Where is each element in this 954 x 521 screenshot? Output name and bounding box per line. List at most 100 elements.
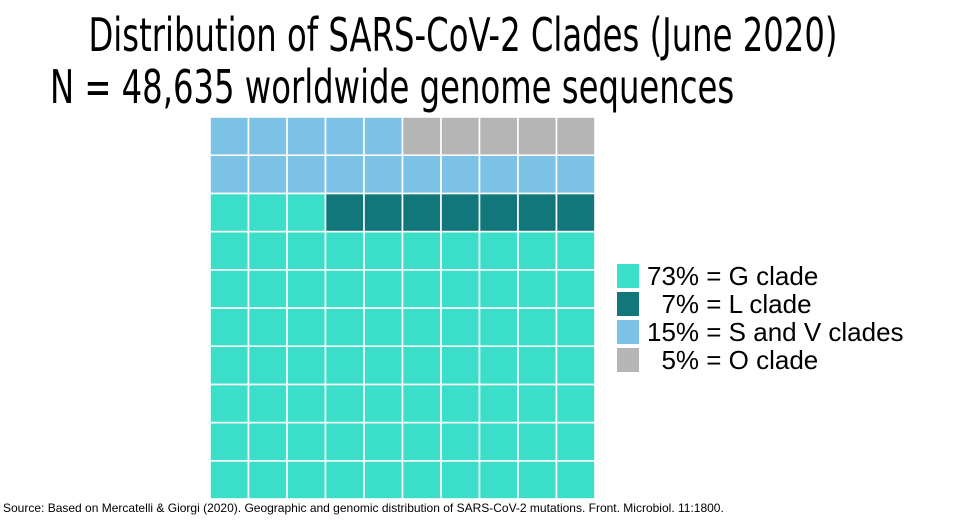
- waffle-cell: [324, 421, 365, 462]
- legend-swatch: [617, 292, 639, 316]
- waffle-cell: [401, 345, 442, 386]
- waffle-cell: [363, 459, 404, 500]
- waffle-cell: [517, 345, 558, 386]
- legend-label: 5% = O clade: [647, 345, 819, 375]
- waffle-cell: [363, 383, 404, 424]
- waffle-cell: [363, 421, 404, 462]
- legend-item: 7% = L clade: [617, 290, 904, 318]
- waffle-cell: [286, 307, 327, 348]
- legend-label: 7% = L clade: [647, 289, 812, 319]
- waffle-cell: [209, 459, 250, 500]
- waffle-cell: [209, 116, 250, 157]
- waffle-cell: [324, 230, 365, 271]
- waffle-cell: [363, 116, 404, 157]
- waffle-cell: [363, 307, 404, 348]
- waffle-cell: [286, 154, 327, 195]
- waffle-cell: [209, 345, 250, 386]
- waffle-cell: [401, 307, 442, 348]
- waffle-cell: [517, 421, 558, 462]
- waffle-cell: [440, 116, 481, 157]
- waffle-cell: [440, 154, 481, 195]
- legend: 73% = G clade 7% = L clade 15% = S and V …: [617, 262, 904, 374]
- waffle-cell: [517, 268, 558, 309]
- waffle-cell: [324, 268, 365, 309]
- waffle-cell: [555, 383, 596, 424]
- waffle-cell: [440, 268, 481, 309]
- waffle-cell: [324, 154, 365, 195]
- legend-label: 73% = G clade: [647, 261, 819, 291]
- waffle-cell: [209, 192, 250, 233]
- waffle-cell: [324, 307, 365, 348]
- waffle-cell: [440, 383, 481, 424]
- waffle-cell: [517, 307, 558, 348]
- waffle-cell: [440, 192, 481, 233]
- waffle-cell: [324, 116, 365, 157]
- waffle-cell: [517, 116, 558, 157]
- waffle-cell: [517, 230, 558, 271]
- waffle-cell: [555, 307, 596, 348]
- legend-item: 73% = G clade: [617, 262, 904, 290]
- waffle-cell: [401, 459, 442, 500]
- waffle-cell: [209, 421, 250, 462]
- waffle-cell: [363, 268, 404, 309]
- waffle-cell: [286, 459, 327, 500]
- waffle-cell: [363, 192, 404, 233]
- waffle-cell: [555, 459, 596, 500]
- waffle-cell: [247, 192, 288, 233]
- waffle-cell: [324, 459, 365, 500]
- waffle-cell: [440, 421, 481, 462]
- waffle-cell: [478, 345, 519, 386]
- waffle-cell: [478, 154, 519, 195]
- waffle-cell: [517, 192, 558, 233]
- waffle-cell: [555, 192, 596, 233]
- waffle-cell: [286, 268, 327, 309]
- chart-subtitle: N = 48,635 worldwide genome sequences: [49, 60, 735, 114]
- legend-swatch: [617, 320, 639, 344]
- waffle-cell: [247, 459, 288, 500]
- waffle-cell: [517, 154, 558, 195]
- waffle-cell: [247, 116, 288, 157]
- waffle-cell: [209, 307, 250, 348]
- waffle-cell: [440, 345, 481, 386]
- waffle-cell: [247, 383, 288, 424]
- waffle-cell: [555, 116, 596, 157]
- waffle-cell: [478, 307, 519, 348]
- legend-swatch: [617, 348, 639, 372]
- waffle-cell: [478, 268, 519, 309]
- legend-item: 5% = O clade: [617, 346, 904, 374]
- legend-item: 15% = S and V clades: [617, 318, 904, 346]
- waffle-cell: [363, 345, 404, 386]
- waffle-cell: [324, 192, 365, 233]
- waffle-cell: [555, 154, 596, 195]
- waffle-cell: [478, 383, 519, 424]
- waffle-cell: [555, 345, 596, 386]
- legend-label: 15% = S and V clades: [647, 317, 904, 347]
- waffle-cell: [247, 230, 288, 271]
- waffle-cell: [324, 383, 365, 424]
- waffle-cell: [209, 268, 250, 309]
- waffle-cell: [478, 192, 519, 233]
- waffle-cell: [517, 383, 558, 424]
- waffle-cell: [440, 307, 481, 348]
- waffle-cell: [478, 116, 519, 157]
- waffle-cell: [401, 268, 442, 309]
- waffle-cell: [440, 459, 481, 500]
- waffle-cell: [324, 345, 365, 386]
- waffle-cell: [247, 345, 288, 386]
- waffle-cell: [555, 268, 596, 309]
- waffle-cell: [401, 383, 442, 424]
- waffle-cell: [478, 421, 519, 462]
- waffle-cell: [247, 268, 288, 309]
- waffle-cell: [209, 230, 250, 271]
- waffle-cell: [363, 154, 404, 195]
- waffle-cell: [286, 345, 327, 386]
- waffle-cell: [247, 154, 288, 195]
- waffle-cell: [401, 116, 442, 157]
- waffle-cell: [555, 421, 596, 462]
- chart-title: Distribution of SARS-CoV-2 Clades (June …: [88, 8, 838, 62]
- waffle-cell: [555, 230, 596, 271]
- waffle-cell: [517, 459, 558, 500]
- waffle-cell: [247, 307, 288, 348]
- waffle-cell: [440, 230, 481, 271]
